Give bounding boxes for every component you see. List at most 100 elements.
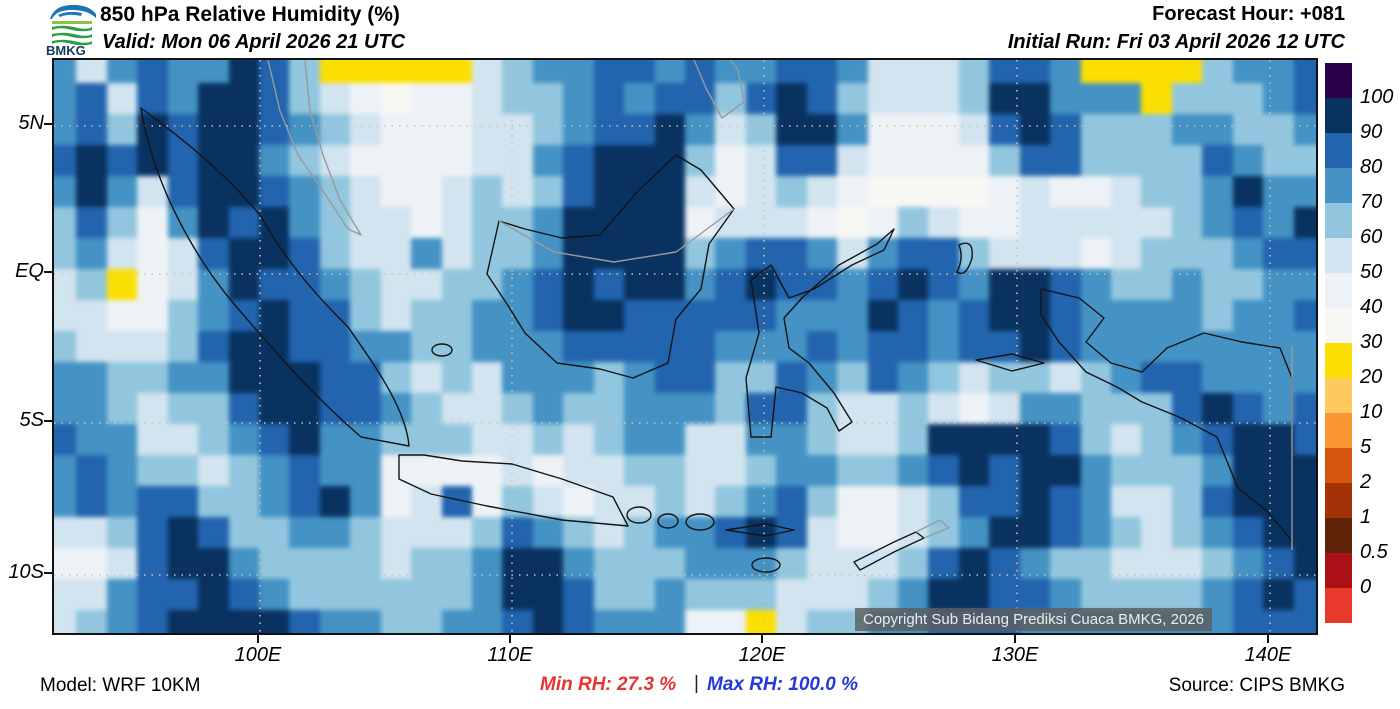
rh-cell [958, 145, 990, 176]
rh-cell [228, 176, 259, 207]
rh-cell [350, 610, 381, 633]
rh-cell [259, 393, 290, 424]
rh-cell [441, 455, 472, 486]
rh-cell [289, 455, 320, 486]
rh-cell [289, 83, 320, 114]
rh-cell [441, 610, 472, 633]
colorbar-segment [1325, 168, 1352, 203]
colorbar-label: 2 [1360, 471, 1372, 494]
rh-cell [532, 424, 564, 455]
rh-cell [502, 238, 533, 269]
rh-cell [1171, 300, 1203, 331]
rh-cell [898, 60, 929, 83]
rh-cell [441, 60, 472, 83]
rh-cell [898, 362, 929, 393]
rh-cell [958, 238, 990, 269]
rh-cell [106, 238, 138, 269]
rh-cell [137, 424, 168, 455]
rh-cell [502, 486, 533, 517]
rh-cell [441, 579, 472, 610]
rh-cell [76, 610, 107, 633]
rh-cell [472, 393, 503, 424]
rh-cell [563, 548, 594, 579]
rh-cell [532, 83, 564, 114]
rh-cell [624, 548, 655, 579]
rh-cell [1050, 486, 1081, 517]
rh-cell [198, 362, 229, 393]
rh-cell [198, 610, 229, 633]
rh-cell [76, 331, 107, 362]
rh-cell [776, 269, 807, 300]
rh-cell [654, 486, 685, 517]
rh-cell [1171, 60, 1203, 83]
rh-cell [624, 114, 655, 145]
rh-cell [350, 393, 381, 424]
rh-cell [898, 579, 929, 610]
rh-cell [259, 486, 290, 517]
rh-cell [989, 269, 1020, 300]
rh-cell [411, 517, 442, 548]
rh-cell [228, 207, 259, 238]
rh-cell [1293, 114, 1316, 145]
rh-cell [1019, 486, 1051, 517]
rh-cell [502, 269, 533, 300]
rh-cell [928, 486, 959, 517]
rh-cell [380, 424, 412, 455]
rh-cell [1141, 83, 1172, 114]
rh-cell [1293, 424, 1316, 455]
rh-cell [654, 145, 685, 176]
rh-cell [76, 269, 107, 300]
rh-cell [319, 455, 351, 486]
rh-cell [106, 548, 138, 579]
valid-time: Valid: Mon 06 April 2026 21 UTC [102, 31, 406, 53]
rh-cell [76, 455, 107, 486]
rh-cell [563, 424, 594, 455]
initial-run: Initial Run: Fri 03 April 2026 12 UTC [1007, 31, 1345, 53]
rh-cell [715, 269, 746, 300]
rh-cell [54, 517, 77, 548]
colorbar-segment [1325, 588, 1352, 623]
rh-cell [76, 486, 107, 517]
rh-cell [563, 114, 594, 145]
rh-cell [745, 176, 777, 207]
rh-cell [106, 362, 138, 393]
rh-cell [502, 60, 533, 83]
rh-cell [776, 145, 807, 176]
rh-cell [593, 424, 625, 455]
rh-cell [928, 60, 959, 83]
rh-cell [380, 610, 412, 633]
rh-cell [685, 455, 716, 486]
rh-cell [228, 610, 259, 633]
rh-cell [1050, 548, 1081, 579]
rh-cell [776, 176, 807, 207]
rh-cell [289, 486, 320, 517]
rh-cell [259, 207, 290, 238]
rh-cell [654, 83, 685, 114]
rh-cell [898, 145, 929, 176]
rh-cell [228, 83, 259, 114]
rh-cell [989, 176, 1020, 207]
rh-cell [1141, 176, 1172, 207]
rh-cell [1293, 238, 1316, 269]
rh-cell [1080, 207, 1111, 238]
rh-cell [776, 300, 807, 331]
rh-cell [350, 424, 381, 455]
page-title: 850 hPa Relative Humidity (%) [100, 3, 400, 26]
rh-cell [1141, 207, 1172, 238]
rh-cell [259, 517, 290, 548]
rh-cell [624, 145, 655, 176]
rh-cell [928, 393, 959, 424]
rh-cell [928, 300, 959, 331]
rh-cell [54, 238, 77, 269]
rh-cell [441, 269, 472, 300]
rh-cell [259, 300, 290, 331]
rh-cell [593, 145, 625, 176]
rh-cell [289, 362, 320, 393]
rh-cell [1171, 331, 1203, 362]
rh-cell [228, 238, 259, 269]
rh-cell [289, 269, 320, 300]
source-label: Source: CIPS BMKG [1168, 675, 1345, 696]
rh-cell [958, 269, 990, 300]
colorbar-label: 0 [1360, 576, 1372, 599]
rh-cell [289, 176, 320, 207]
